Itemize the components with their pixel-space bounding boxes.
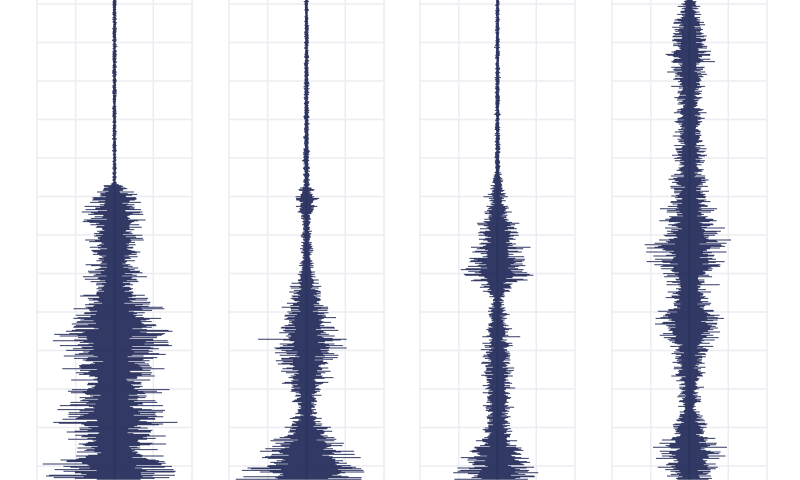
trace-3-waveform [453, 0, 539, 480]
waveform-traces [42, 0, 731, 480]
trace-1-waveform [42, 0, 178, 480]
trace-2-waveform [235, 0, 365, 480]
trace-4-waveform [644, 0, 731, 480]
grid-panels [36, 0, 768, 480]
